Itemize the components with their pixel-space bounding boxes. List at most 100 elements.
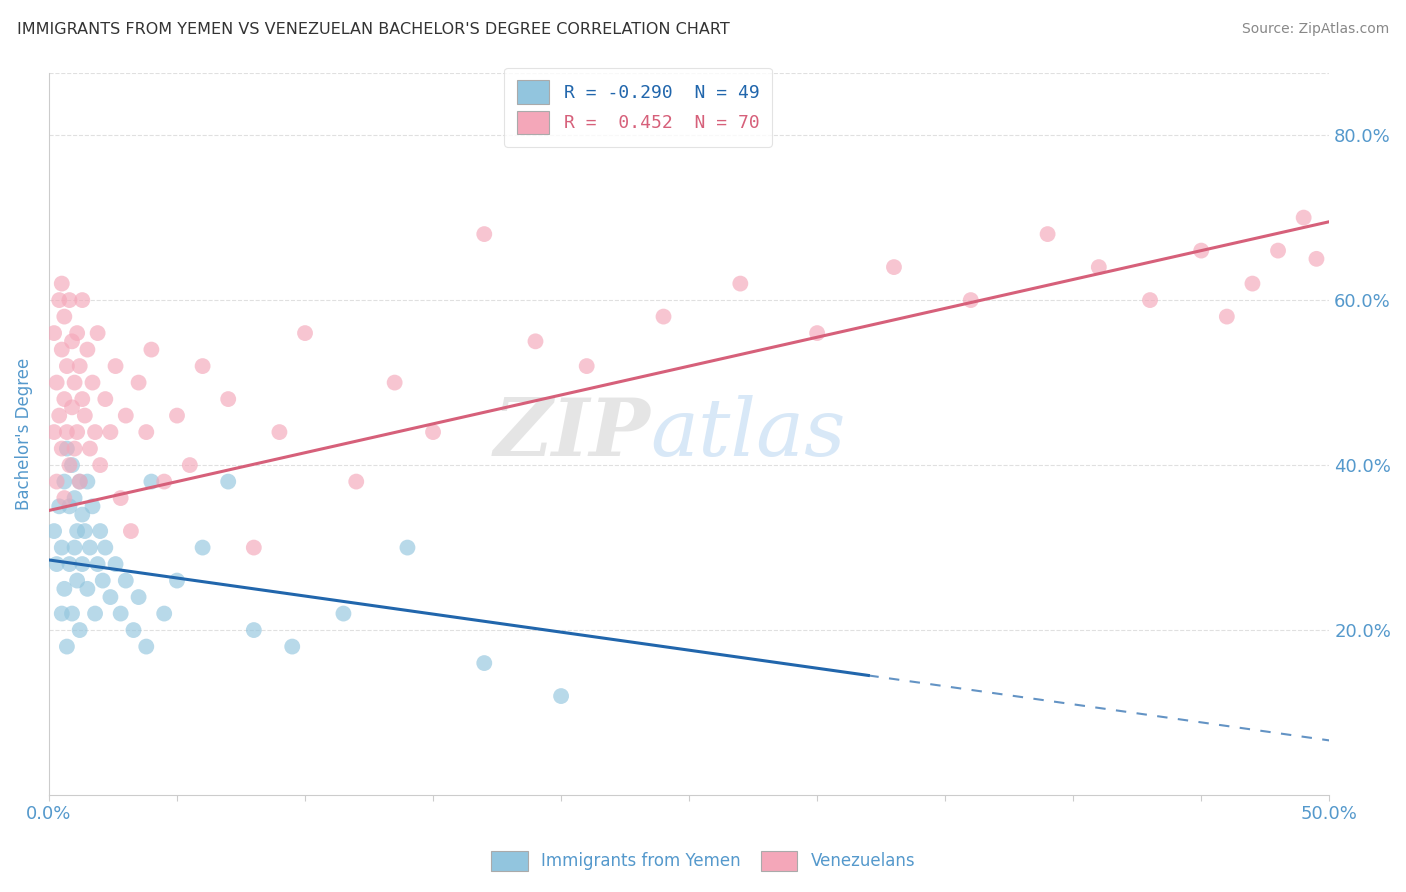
Point [56, 359, 79, 373]
Point [294, 326, 316, 340]
Point [281, 640, 304, 654]
Text: Source: ZipAtlas.com: Source: ZipAtlas.com [1241, 22, 1389, 37]
Point [56, 640, 79, 654]
Point [1139, 293, 1161, 307]
Point [45, 475, 67, 489]
Point [58, 500, 80, 514]
Point [60, 401, 83, 415]
Point [48, 500, 70, 514]
Point [104, 359, 127, 373]
Text: IMMIGRANTS FROM YEMEN VS VENEZUELAN BACHELOR'S DEGREE CORRELATION CHART: IMMIGRANTS FROM YEMEN VS VENEZUELAN BACH… [17, 22, 730, 37]
Point [73, 524, 96, 538]
Point [63, 442, 86, 456]
Point [63, 541, 86, 555]
Point [524, 334, 547, 349]
Point [82, 376, 104, 390]
Point [179, 458, 201, 472]
Point [84, 607, 107, 621]
Point [396, 541, 419, 555]
Point [114, 574, 136, 588]
Point [66, 524, 89, 538]
Point [730, 277, 752, 291]
Point [191, 359, 214, 373]
Point [79, 442, 101, 456]
Point [384, 376, 406, 390]
Point [56, 425, 79, 439]
Point [69, 359, 91, 373]
Point [63, 376, 86, 390]
Point [1305, 252, 1327, 266]
Point [243, 623, 266, 637]
Point [60, 458, 83, 472]
Point [42, 425, 65, 439]
Point [883, 260, 905, 274]
Point [45, 376, 67, 390]
Point [959, 293, 981, 307]
Point [76, 343, 98, 357]
Y-axis label: Bachelor's Degree: Bachelor's Degree [15, 358, 32, 510]
Point [110, 491, 132, 505]
Point [575, 359, 598, 373]
Point [66, 425, 89, 439]
Point [114, 409, 136, 423]
Point [51, 607, 73, 621]
Point [91, 574, 114, 588]
Point [51, 277, 73, 291]
Point [51, 343, 73, 357]
Point [72, 508, 94, 522]
Point [472, 227, 495, 241]
Point [128, 590, 150, 604]
Point [166, 409, 188, 423]
Point [153, 475, 176, 489]
Legend: R = -0.290  N = 49, R =  0.452  N = 70: R = -0.290 N = 49, R = 0.452 N = 70 [503, 68, 772, 146]
Point [63, 491, 86, 505]
Point [73, 409, 96, 423]
Point [104, 557, 127, 571]
Point [86, 326, 108, 340]
Point [141, 475, 163, 489]
Point [58, 458, 80, 472]
Point [66, 574, 89, 588]
Point [51, 541, 73, 555]
Point [76, 475, 98, 489]
Point [51, 442, 73, 456]
Point [82, 500, 104, 514]
Point [141, 343, 163, 357]
Point [217, 475, 239, 489]
Point [422, 425, 444, 439]
Point [243, 541, 266, 555]
Point [344, 475, 367, 489]
Point [1216, 310, 1239, 324]
Point [332, 607, 354, 621]
Point [94, 392, 117, 406]
Point [72, 392, 94, 406]
Point [42, 524, 65, 538]
Point [89, 524, 111, 538]
Point [69, 475, 91, 489]
Point [53, 475, 76, 489]
Point [69, 623, 91, 637]
Point [100, 590, 122, 604]
Point [86, 557, 108, 571]
Point [269, 425, 291, 439]
Point [56, 442, 79, 456]
Point [42, 326, 65, 340]
Point [128, 376, 150, 390]
Point [217, 392, 239, 406]
Legend: Immigrants from Yemen, Venezuelans: Immigrants from Yemen, Venezuelans [482, 842, 924, 880]
Point [60, 334, 83, 349]
Point [53, 392, 76, 406]
Point [1292, 211, 1315, 225]
Point [60, 607, 83, 621]
Point [652, 310, 675, 324]
Point [53, 582, 76, 596]
Point [66, 326, 89, 340]
Point [48, 293, 70, 307]
Point [1189, 244, 1212, 258]
Point [135, 425, 157, 439]
Point [58, 557, 80, 571]
Point [550, 689, 572, 703]
Text: ZIP: ZIP [494, 395, 651, 473]
Point [72, 557, 94, 571]
Point [53, 310, 76, 324]
